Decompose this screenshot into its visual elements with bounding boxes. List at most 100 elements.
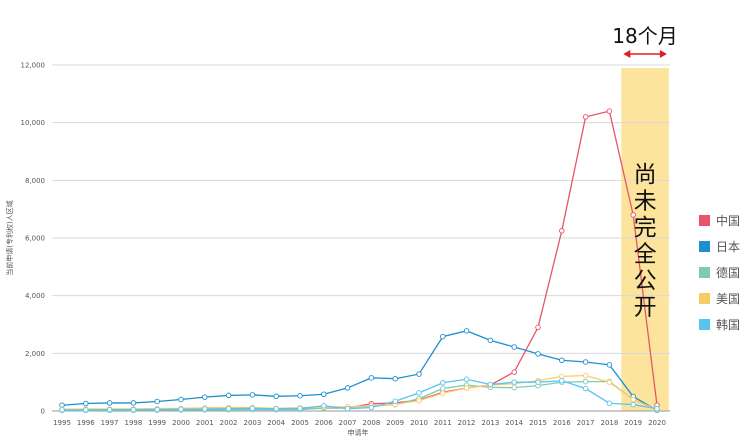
y-tick-label: 8,000	[25, 177, 45, 185]
data-point	[630, 212, 636, 218]
data-point	[154, 406, 160, 413]
data-point	[178, 406, 184, 413]
period-arrow	[623, 50, 667, 58]
x-tick-label: 2000	[172, 419, 190, 427]
data-point	[463, 328, 470, 334]
data-point	[535, 324, 541, 331]
data-point	[416, 397, 422, 404]
legend-item: 德国	[699, 265, 740, 280]
x-tick-label: 2009	[386, 419, 404, 427]
data-point	[582, 372, 589, 379]
series-1	[59, 328, 660, 413]
data-point	[582, 385, 589, 392]
series-line	[61, 374, 658, 411]
note-char: 尚	[634, 162, 657, 188]
x-tick-label: 2020	[648, 419, 666, 427]
x-tick-label: 1999	[148, 419, 166, 427]
data-point	[606, 379, 613, 385]
x-tick-label: 2008	[362, 419, 380, 427]
legend-label: 美国	[716, 292, 740, 306]
x-tick-label: 2001	[196, 419, 214, 427]
x-tick-label: 2005	[291, 419, 309, 427]
x-tick-label: 2015	[529, 419, 547, 427]
data-point	[416, 371, 422, 377]
data-point	[559, 228, 565, 234]
data-point	[582, 114, 589, 120]
x-tick-label: 2019	[624, 419, 642, 427]
data-point	[535, 351, 541, 357]
data-point	[487, 337, 494, 344]
data-point	[511, 344, 517, 350]
x-tick-label: 2003	[243, 419, 261, 427]
y-tick-label: 12,000	[21, 62, 46, 70]
legend-swatch	[699, 241, 710, 252]
data-point	[559, 377, 565, 384]
data-point	[606, 108, 613, 114]
note-char: 未	[634, 189, 657, 215]
data-point	[178, 396, 184, 403]
series-layer	[59, 108, 660, 414]
data-point	[511, 369, 517, 375]
data-point	[106, 406, 113, 413]
data-point	[392, 398, 398, 404]
data-point	[321, 403, 327, 409]
x-tick-label: 2007	[339, 419, 357, 427]
x-tick-label: 2002	[220, 419, 238, 427]
data-point	[83, 400, 89, 407]
data-point	[440, 385, 446, 392]
legend-item: 美国	[699, 292, 740, 306]
data-point	[297, 405, 303, 412]
data-point	[273, 393, 279, 400]
data-point	[321, 391, 327, 398]
note-char: 完	[634, 215, 657, 241]
data-point	[392, 375, 398, 382]
x-tick-label: 1998	[124, 419, 142, 427]
x-tick-label: 2013	[481, 419, 499, 427]
series-0	[59, 108, 660, 413]
data-point	[368, 375, 375, 381]
series-line	[62, 378, 658, 411]
data-point	[225, 392, 232, 399]
x-tick-label: 1996	[77, 419, 95, 427]
x-tick-label: 2006	[315, 419, 333, 427]
x-tick-label: 1995	[53, 419, 71, 427]
legend-item: 中国	[699, 213, 740, 228]
data-point	[440, 379, 446, 386]
x-tick-label: 2017	[577, 419, 595, 427]
data-point	[297, 392, 303, 399]
series-line	[62, 110, 658, 411]
data-point	[511, 379, 517, 385]
data-point	[130, 400, 137, 406]
legend-swatch	[699, 319, 710, 330]
legend-item: 韩国	[699, 317, 740, 332]
y-tick-label: 10,000	[21, 119, 46, 127]
data-point	[344, 405, 351, 412]
legend-label: 德国	[716, 265, 740, 280]
y-tick-label: 4,000	[25, 292, 45, 300]
data-point	[368, 404, 375, 411]
note-char: 开	[634, 295, 657, 321]
data-point	[154, 398, 160, 405]
data-point	[535, 379, 541, 385]
data-point	[487, 381, 494, 388]
series-3	[59, 372, 660, 413]
x-axis-ticks: 1995 1996 1997 1998 1999 2000 2001 2002 2003 2004…	[53, 419, 666, 427]
data-point	[249, 392, 256, 398]
data-point	[202, 394, 208, 400]
x-tick-label: 2010	[410, 419, 428, 427]
data-point	[582, 359, 589, 365]
y-axis-label: 当前申请(专利权)人区域	[5, 200, 14, 275]
data-point	[202, 406, 208, 412]
x-tick-label: 2018	[600, 419, 618, 427]
data-point	[582, 378, 589, 385]
data-point	[630, 396, 636, 403]
note-char: 全	[634, 242, 657, 268]
y-tick-label: 0	[41, 408, 45, 416]
data-point	[463, 385, 470, 391]
data-point	[606, 400, 613, 406]
data-point	[249, 405, 256, 412]
x-tick-label: 2012	[458, 419, 476, 427]
